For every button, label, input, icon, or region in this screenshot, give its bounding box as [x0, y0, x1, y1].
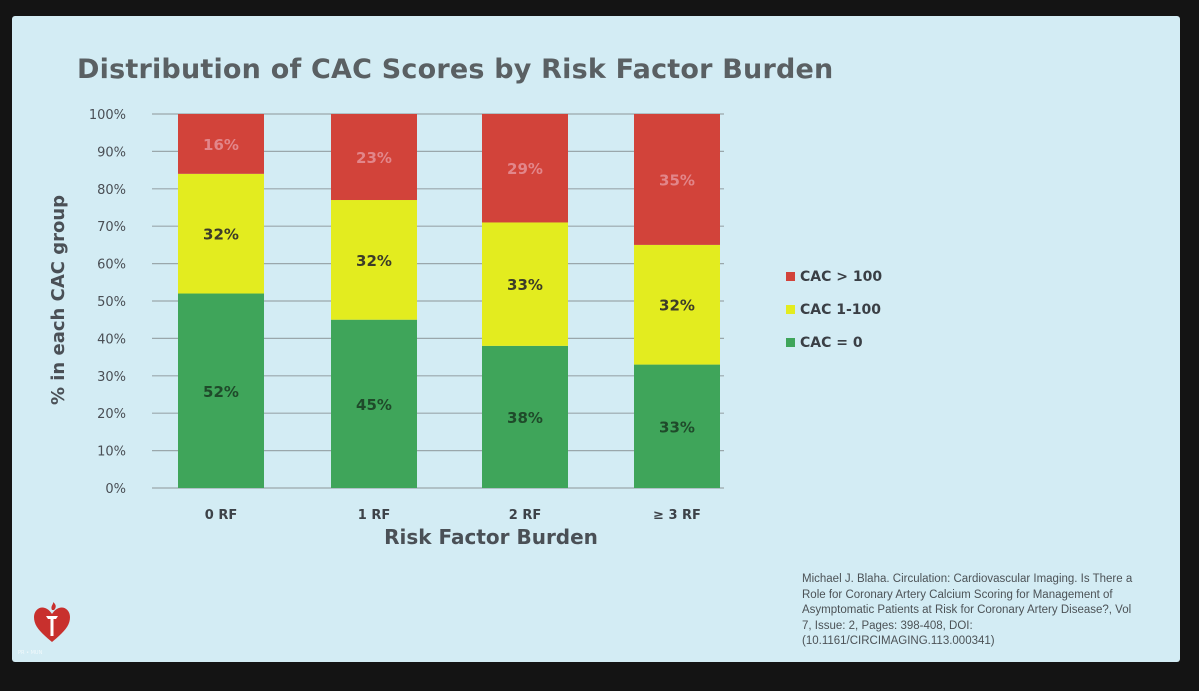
heart-torch-icon [34, 602, 70, 642]
data-label: 35% [659, 171, 695, 189]
legend-swatch [786, 272, 795, 281]
y-tick-label: 90% [97, 145, 126, 160]
bar-segment [331, 319, 417, 488]
corner-mark: PR • MUN [18, 650, 43, 656]
bar-segment [634, 364, 720, 488]
data-label: 23% [356, 149, 392, 167]
y-tick-label: 30% [97, 370, 126, 385]
y-tick-label: 20% [97, 407, 126, 422]
data-label: 32% [356, 252, 392, 270]
bar-segment [634, 114, 720, 245]
bar-segment [178, 114, 264, 174]
legend-label: CAC = 0 [800, 334, 863, 351]
bar-segment [178, 293, 264, 488]
y-tick-label: 10% [97, 445, 126, 460]
data-label: 29% [507, 160, 543, 178]
legend-item: CAC 1-100 [786, 293, 882, 326]
chart-legend: CAC > 100 CAC 1-100 CAC = 0 [786, 260, 882, 359]
y-tick-label: 40% [97, 332, 126, 347]
legend-label: CAC 1-100 [800, 301, 882, 318]
data-label: 38% [507, 409, 543, 427]
y-tick-label: 80% [97, 183, 126, 198]
data-label: 33% [659, 418, 695, 436]
chart-title: Distribution of CAC Scores by Risk Facto… [77, 54, 834, 85]
bar-segment [482, 345, 568, 488]
data-label: 32% [203, 226, 239, 244]
y-tick-label: 100% [89, 108, 126, 123]
bar-segment [178, 173, 264, 294]
x-axis-title: Risk Factor Burden [384, 525, 598, 549]
data-label: 33% [507, 276, 543, 294]
y-tick-label: 0% [105, 482, 126, 497]
y-tick-label: 50% [97, 295, 126, 310]
data-label: 52% [203, 383, 239, 401]
citation-text: Michael J. Blaha. Circulation: Cardiovas… [802, 573, 1133, 647]
legend-item: CAC = 0 [786, 326, 882, 359]
presentation-slide: Distribution of CAC Scores by Risk Facto… [12, 16, 1180, 662]
legend-item: CAC > 100 [786, 260, 882, 293]
data-label: 32% [659, 297, 695, 315]
x-tick-label: 0 RF [205, 508, 237, 523]
data-label: 45% [356, 396, 392, 414]
bar-segment [634, 244, 720, 365]
y-tick-label: 70% [97, 220, 126, 235]
bar-segment [331, 200, 417, 320]
legend-label: CAC > 100 [800, 268, 883, 285]
y-tick-label: 60% [97, 258, 126, 273]
y-axis-title: % in each CAC group [48, 195, 69, 405]
bar-segment [482, 114, 568, 223]
bar-segment [331, 114, 417, 201]
x-tick-label: ≥ 3 RF [653, 508, 701, 523]
x-tick-label: 2 RF [509, 508, 541, 523]
bar-segment [482, 222, 568, 346]
x-tick-label: 1 RF [358, 508, 390, 523]
legend-swatch [786, 305, 795, 314]
data-label: 16% [203, 136, 239, 154]
legend-swatch [786, 338, 795, 347]
stacked-bar-chart: 0% 10% 20% 30% 40% 50% 60% 70% 80% 90% 100% % in ea… [48, 108, 724, 549]
